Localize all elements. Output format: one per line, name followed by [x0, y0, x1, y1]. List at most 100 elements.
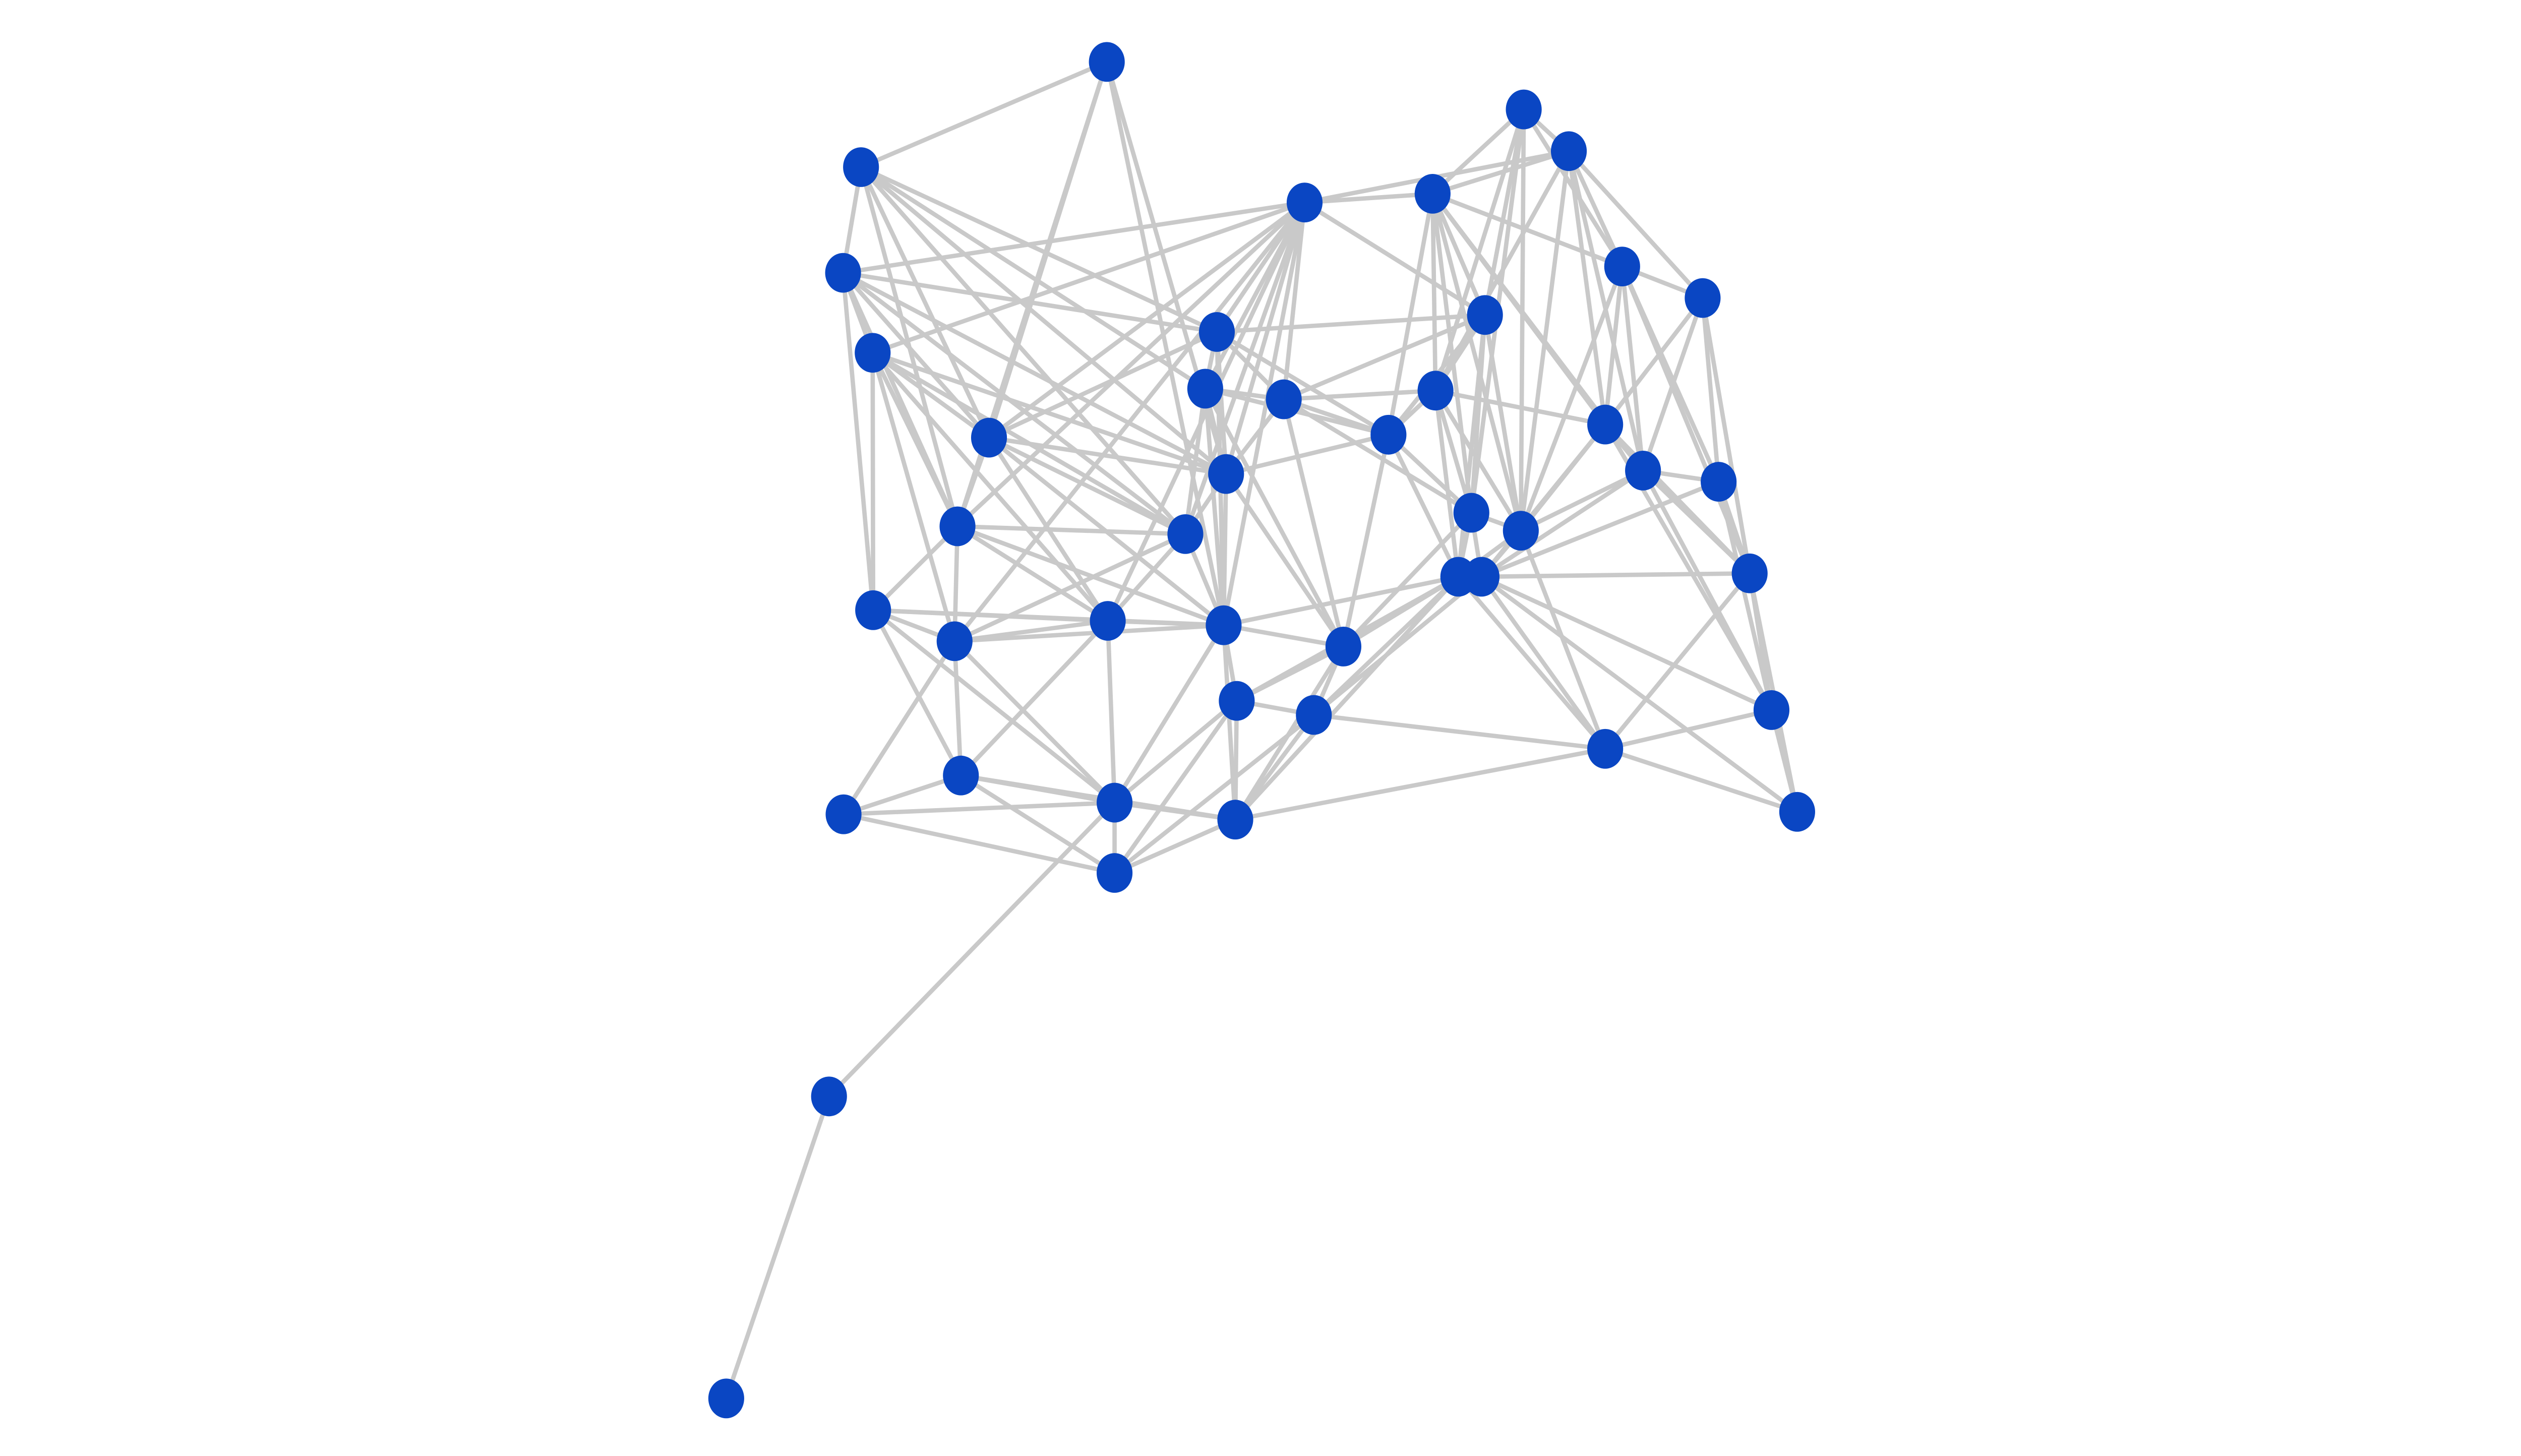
graph-node [1550, 131, 1587, 171]
graph-edge [1430, 149, 1571, 196]
graph-edge [841, 800, 1117, 817]
graph-edge [1341, 510, 1474, 649]
graph-node [1587, 729, 1624, 769]
graph-edge [952, 639, 1117, 805]
graph-node [1325, 627, 1361, 666]
graph-node [1090, 601, 1126, 641]
graph-node [1097, 853, 1133, 893]
graph-edge [952, 200, 1307, 644]
graph-edge [1519, 107, 1526, 533]
graph-edge [1603, 747, 1799, 814]
graph-node [1604, 247, 1640, 287]
graph-node [1417, 371, 1454, 411]
graph-node [1296, 695, 1332, 735]
graph-node [1097, 782, 1133, 823]
graph-node [1701, 462, 1737, 502]
graph-edge [1112, 623, 1226, 805]
graph-edge [1519, 264, 1625, 533]
graph-edge [1233, 747, 1607, 822]
node-layer [708, 42, 1815, 1419]
graph-edge [987, 330, 1219, 440]
graph-edge [1567, 149, 1705, 300]
graph-edge [724, 1094, 831, 1401]
graph-edge [870, 350, 960, 529]
graph-edge [841, 200, 1307, 275]
graph-node [1685, 278, 1721, 318]
graph-edge [1433, 388, 1461, 579]
graph-edge [870, 350, 991, 440]
graph-edge [1221, 574, 1461, 628]
graph-node [943, 755, 979, 796]
graph-node [825, 253, 861, 293]
graph-edge [958, 773, 1117, 875]
graph-edge [1341, 432, 1391, 649]
graph-edge [870, 350, 1110, 623]
graph-edge [1479, 479, 1721, 579]
graph-edge [1430, 192, 1523, 533]
graph-node [1463, 557, 1500, 597]
graph-edge [859, 165, 1188, 536]
graph-edge [955, 524, 1110, 623]
graph-edge [1603, 295, 1705, 427]
graph-edge [1479, 574, 1774, 712]
graph-edge [871, 608, 1117, 805]
graph-edge [1433, 107, 1526, 393]
graph-edge [1112, 712, 1316, 875]
graph-node [1625, 451, 1661, 491]
graph-node [1206, 605, 1242, 645]
graph-edge [871, 608, 964, 778]
graph-edge [1479, 468, 1645, 579]
graph-edge [870, 350, 1229, 476]
graph-edge [1224, 200, 1307, 476]
graph-edge [841, 270, 991, 440]
graph-node [843, 147, 879, 187]
graph-edge [871, 524, 960, 613]
graph-edge [1603, 708, 1774, 751]
graph-edge [1112, 800, 1238, 822]
graph-edge [1479, 574, 1799, 814]
graph-edge [859, 165, 991, 440]
graph-edge [859, 165, 1219, 334]
graph-edge [841, 270, 1219, 334]
graph-node [939, 506, 976, 547]
graph-node [1286, 183, 1323, 223]
graph-node [1219, 681, 1255, 721]
graph-edge [1224, 432, 1391, 476]
graph-edge [859, 165, 1229, 476]
graph-edge [1105, 619, 1117, 805]
graph-node [1503, 511, 1539, 551]
graph-edge [870, 200, 1307, 355]
graph-node [1217, 800, 1253, 840]
graph-edge [1700, 295, 1721, 484]
graph-edge [1233, 712, 1316, 822]
graph-edge [826, 800, 1117, 1099]
graph-edge [1281, 313, 1487, 402]
graph-edge [1619, 264, 1645, 473]
graph-edge [1311, 574, 1484, 717]
graph-edge [1519, 149, 1571, 533]
graph-edge [1104, 59, 1226, 628]
graph-node [855, 590, 891, 630]
graph-edge [1386, 432, 1461, 579]
graph-node [825, 794, 862, 834]
graph-edge [841, 270, 876, 613]
graph-edge [955, 200, 1307, 529]
graph-node [1506, 89, 1542, 130]
graph-node [1208, 454, 1244, 494]
graph-edge [841, 270, 1229, 476]
graph-edge [1281, 397, 1391, 437]
graph-edge [1430, 107, 1526, 196]
graph-node [1587, 404, 1624, 445]
graph-node [1453, 493, 1489, 533]
graph-edge [1479, 571, 1752, 579]
graph-edge [1112, 698, 1239, 805]
graph-edge [1482, 313, 1523, 533]
graph-node [971, 417, 1007, 458]
graph-edge [1105, 532, 1188, 623]
graph-edge [1716, 479, 1774, 712]
graph-edge [1221, 200, 1307, 628]
graph-edge [1430, 192, 1487, 318]
graph-node [1779, 792, 1815, 832]
